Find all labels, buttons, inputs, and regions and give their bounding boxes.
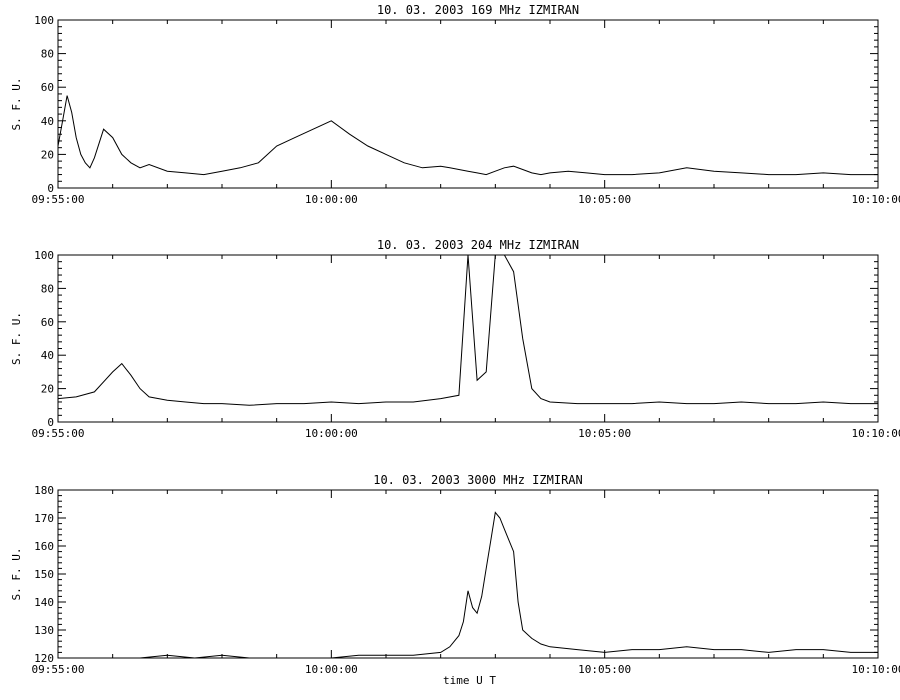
chart-panel-2: 10. 03. 2003 204 MHz IZMIRAN S. F. U. 0 20 4… bbox=[10, 238, 900, 440]
y-tick-label: 80 bbox=[41, 282, 54, 295]
y-tick-label: 130 bbox=[34, 624, 54, 637]
y-tick-label: 170 bbox=[34, 512, 54, 525]
x-tick-label: 10:00:00 bbox=[305, 427, 358, 440]
x-tick-label: 10:05:00 bbox=[578, 663, 631, 676]
y-tick-label: 120 bbox=[34, 652, 54, 665]
y-tick-label: 180 bbox=[34, 484, 54, 497]
series-line bbox=[58, 255, 878, 406]
y-tick-label: 40 bbox=[41, 115, 54, 128]
plot-frame bbox=[57, 489, 879, 659]
y-tick-label: 40 bbox=[41, 349, 54, 362]
chart-title: 10. 03. 2003 169 MHz IZMIRAN bbox=[377, 3, 579, 17]
x-tick-label: 10:10:00 bbox=[852, 427, 900, 440]
y-tick-label: 60 bbox=[41, 316, 54, 329]
y-axis-label: S. F. U. bbox=[10, 548, 23, 601]
x-tick-label: 10:00:00 bbox=[305, 663, 358, 676]
chart-panel-3: 10. 03. 2003 3000 MHz IZMIRAN S. F. U. 120… bbox=[10, 473, 900, 676]
x-tick-label: 10:05:00 bbox=[578, 193, 631, 206]
y-tick-label: 100 bbox=[34, 249, 54, 262]
plot-frame bbox=[57, 254, 879, 423]
y-tick-label: 60 bbox=[41, 81, 54, 94]
y-axis-label: S. F. U. bbox=[10, 78, 23, 131]
x-tick-label: 09:55:00 bbox=[32, 663, 85, 676]
y-tick-label: 140 bbox=[34, 596, 54, 609]
y-tick-label: 0 bbox=[47, 182, 54, 195]
series-line bbox=[58, 95, 878, 176]
chart-title: 10. 03. 2003 3000 MHz IZMIRAN bbox=[373, 473, 583, 487]
y-tick-label: 160 bbox=[34, 540, 54, 553]
x-tick-label: 10:00:00 bbox=[305, 193, 358, 206]
x-tick-label: 10:10:00 bbox=[852, 663, 900, 676]
x-axis-label: time U T bbox=[443, 674, 496, 687]
chart-title: 10. 03. 2003 204 MHz IZMIRAN bbox=[377, 238, 579, 252]
x-tick-label: 09:55:00 bbox=[32, 427, 85, 440]
x-tick-label: 10:10:00 bbox=[852, 193, 900, 206]
x-tick-label: 09:55:00 bbox=[32, 193, 85, 206]
y-tick-label: 20 bbox=[41, 383, 54, 396]
plot-frame bbox=[57, 19, 879, 189]
y-tick-label: 80 bbox=[41, 48, 54, 61]
chart-panel-1: 10. 03. 2003 169 MHz IZMIRAN S. F. U. 0 20 4… bbox=[10, 3, 900, 206]
y-tick-label: 0 bbox=[47, 416, 54, 429]
y-tick-label: 150 bbox=[34, 568, 54, 581]
x-tick-label: 10:05:00 bbox=[578, 427, 631, 440]
y-axis-label: S. F. U. bbox=[10, 312, 23, 365]
series-line bbox=[58, 511, 878, 658]
y-tick-label: 100 bbox=[34, 14, 54, 27]
y-tick-label: 20 bbox=[41, 148, 54, 161]
